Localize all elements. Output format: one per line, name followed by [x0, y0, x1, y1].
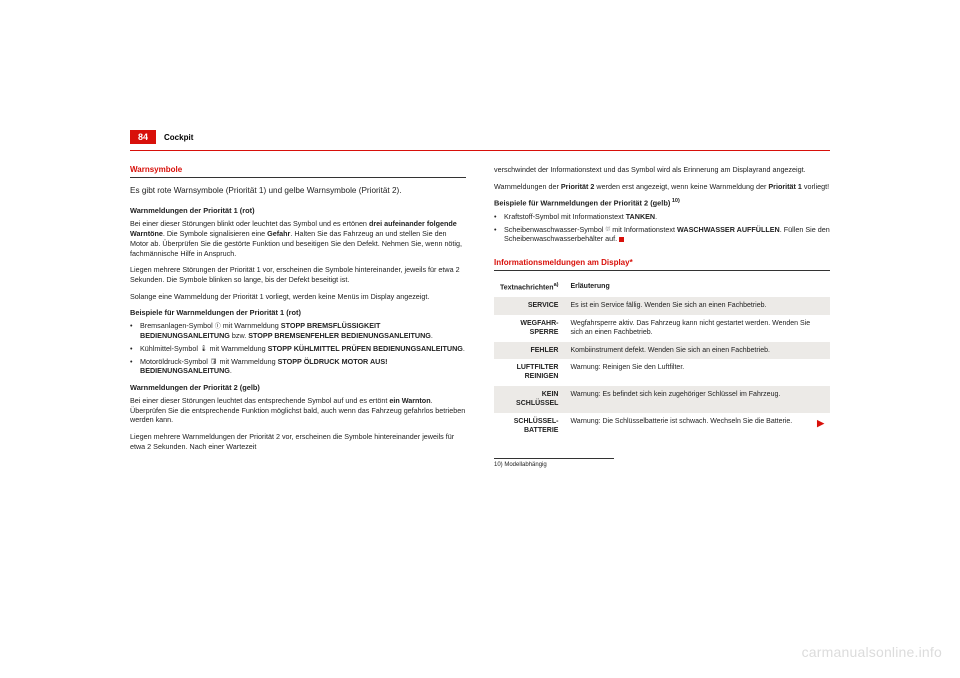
bullet-list-p2: Kraftstoff-Symbol mit Informationstext T…: [494, 212, 830, 244]
para-p5: Liegen mehrere Warnmeldungen der Priorit…: [130, 432, 466, 451]
list-item: Kraftstoff-Symbol mit Informationstext T…: [494, 212, 830, 222]
table-header-col1: Textnachrichtena): [494, 278, 564, 297]
text: . Die Symbole signalisieren eine: [163, 229, 267, 238]
continue-arrow-icon: ▶: [817, 417, 824, 429]
bold-text: TANKEN: [626, 212, 655, 221]
end-marker-icon: [619, 237, 624, 242]
list-item: Kühlmittel-Symbol 🌡 mit Warnmeldung STOP…: [130, 344, 466, 354]
para-r2: Warnmeldungen der Priorität 2 werden ers…: [494, 182, 830, 192]
text: Bei einer dieser Störungen leuchtet das …: [130, 396, 389, 405]
row-label: SERVICE: [494, 297, 564, 314]
row-label: SCHLÜSSEL-BATTERIE: [494, 413, 564, 440]
table-header-col2: Erläuterung: [564, 278, 830, 297]
page-header: 84 Cockpit: [130, 130, 830, 144]
para-r1: verschwindet der Informationstext und da…: [494, 165, 830, 175]
row-text: Warnung: Reinigen Sie den Luftfilter.: [564, 359, 830, 386]
list-item: Scheibenwaschwasser-Symbol ⛆ mit Informa…: [494, 225, 830, 244]
coolant-icon: 🌡: [200, 345, 208, 353]
text: Beispiele für Warnmeldungen der Prioritä…: [494, 199, 670, 208]
page-number: 84: [130, 130, 156, 144]
text: Textnachrichten: [500, 285, 554, 292]
info-table: Textnachrichtena) Erläuterung SERVICE Es…: [494, 278, 830, 439]
section-title-info: Informationsmeldungen am Display*: [494, 258, 830, 269]
row-text: Warnung: Es befindet sich kein zugehörig…: [564, 386, 830, 413]
right-column: verschwindet der Informationstext und da…: [494, 165, 830, 469]
text: vorliegt!: [802, 182, 829, 191]
text: Scheibenwaschwasser-Symbol: [504, 225, 605, 234]
bold-text: Priorität 2: [561, 182, 595, 191]
list-item: Motoröldruck-Symbol 🛢 mit Warnmeldung ST…: [130, 357, 466, 376]
row-label: FEHLER: [494, 342, 564, 359]
row-label: LUFTFILTER REINIGEN: [494, 359, 564, 386]
bold-text: Priorität 1: [768, 182, 802, 191]
bold-text: WASCHWASSER AUFFÜLLEN: [677, 225, 780, 234]
para-p3: Solange eine Warnmeldung der Priorität 1…: [130, 292, 466, 302]
subhead-priority1: Warnmeldungen der Priorität 1 (rot): [130, 206, 466, 216]
list-item: Bremsanlagen-Symbol Ⓘ mit Warnmeldung ST…: [130, 321, 466, 340]
text: Bei einer dieser Störungen blinkt oder l…: [130, 219, 369, 228]
row-label: KEIN SCHLÜSSEL: [494, 386, 564, 413]
bold-text: Gefahr: [267, 229, 290, 238]
bold-text: ein Warnton: [389, 396, 430, 405]
para-p2: Liegen mehrere Störungen der Priorität 1…: [130, 265, 466, 284]
para-p1: Bei einer dieser Störungen blinkt oder l…: [130, 219, 466, 258]
table-row: SCHLÜSSEL-BATTERIE Warnung: Die Schlüsse…: [494, 413, 830, 440]
table-header-row: Textnachrichtena) Erläuterung: [494, 278, 830, 297]
table-row: WEGFAHR-SPERRE Wegfahrsperre aktiv. Das …: [494, 315, 830, 342]
para-p4: Bei einer dieser Störungen leuchtet das …: [130, 396, 466, 425]
section-name: Cockpit: [164, 133, 193, 142]
title-underline: [494, 270, 830, 271]
text: mit Warnmeldung: [208, 344, 268, 353]
text: Warnung: Die Schlüsselbatterie ist schwa…: [570, 418, 792, 425]
table-row: FEHLER Kombiinstrument defekt. Wenden Si…: [494, 342, 830, 359]
text: Warnmeldungen der: [494, 182, 561, 191]
text: Motoröldruck-Symbol: [140, 357, 210, 366]
left-column: Warnsymbole Es gibt rote Warnsymbole (Pr…: [130, 165, 466, 469]
text: bzw.: [230, 331, 248, 340]
watermark: carmanualsonline.info: [802, 644, 942, 660]
bullet-list-p1: Bremsanlagen-Symbol Ⓘ mit Warnmeldung ST…: [130, 321, 466, 376]
row-text: Warnung: Die Schlüsselbatterie ist schwa…: [564, 413, 830, 440]
bold-text: STOPP KÜHLMITTEL PRÜFEN BEDIENUNGSANLEIT…: [268, 344, 463, 353]
footnote-text: 10) Modellabhängig: [494, 461, 830, 469]
section-title-warnsymbole: Warnsymbole: [130, 165, 466, 176]
text: werden erst angezeigt, wenn keine Warnme…: [594, 182, 768, 191]
table-row: KEIN SCHLÜSSEL Warnung: Es befindet sich…: [494, 386, 830, 413]
subhead-examples-p2: Beispiele für Warnmeldungen der Prioritä…: [494, 198, 830, 208]
text: Kühlmittel-Symbol: [140, 344, 200, 353]
footnote-rule: [494, 458, 614, 459]
row-label: WEGFAHR-SPERRE: [494, 315, 564, 342]
oil-icon: 🛢: [210, 358, 218, 366]
table-row: SERVICE Es ist ein Service fällig. Wende…: [494, 297, 830, 314]
row-text: Wegfahrsperre aktiv. Das Fahrzeug kann n…: [564, 315, 830, 342]
intro-text: Es gibt rote Warnsymbole (Priorität 1) u…: [130, 185, 466, 196]
footnote-ref: a): [554, 282, 559, 288]
text: mit Warnmeldung: [218, 357, 278, 366]
text: mit Informationstext: [610, 225, 677, 234]
table-row: LUFTFILTER REINIGEN Warnung: Reinigen Si…: [494, 359, 830, 386]
row-text: Es ist ein Service fällig. Wenden Sie si…: [564, 297, 830, 314]
content-columns: Warnsymbole Es gibt rote Warnsymbole (Pr…: [130, 165, 830, 469]
subhead-priority2: Warnmeldungen der Priorität 2 (gelb): [130, 383, 466, 393]
footnote-ref: 10): [670, 198, 679, 204]
text: Kraftstoff-Symbol mit Informationstext: [504, 212, 626, 221]
manual-page: 84 Cockpit Warnsymbole Es gibt rote Warn…: [130, 130, 830, 469]
text: mit Warnmeldung: [221, 321, 281, 330]
header-rule: [130, 150, 830, 151]
text: Bremsanlagen-Symbol: [140, 321, 215, 330]
bold-text: STOPP BREMSENFEHLER BEDIENUNGSANLEITUNG: [248, 331, 431, 340]
row-text: Kombiinstrument defekt. Wenden Sie sich …: [564, 342, 830, 359]
title-underline: [130, 177, 466, 178]
subhead-examples-p1: Beispiele für Warnmeldungen der Prioritä…: [130, 308, 466, 318]
